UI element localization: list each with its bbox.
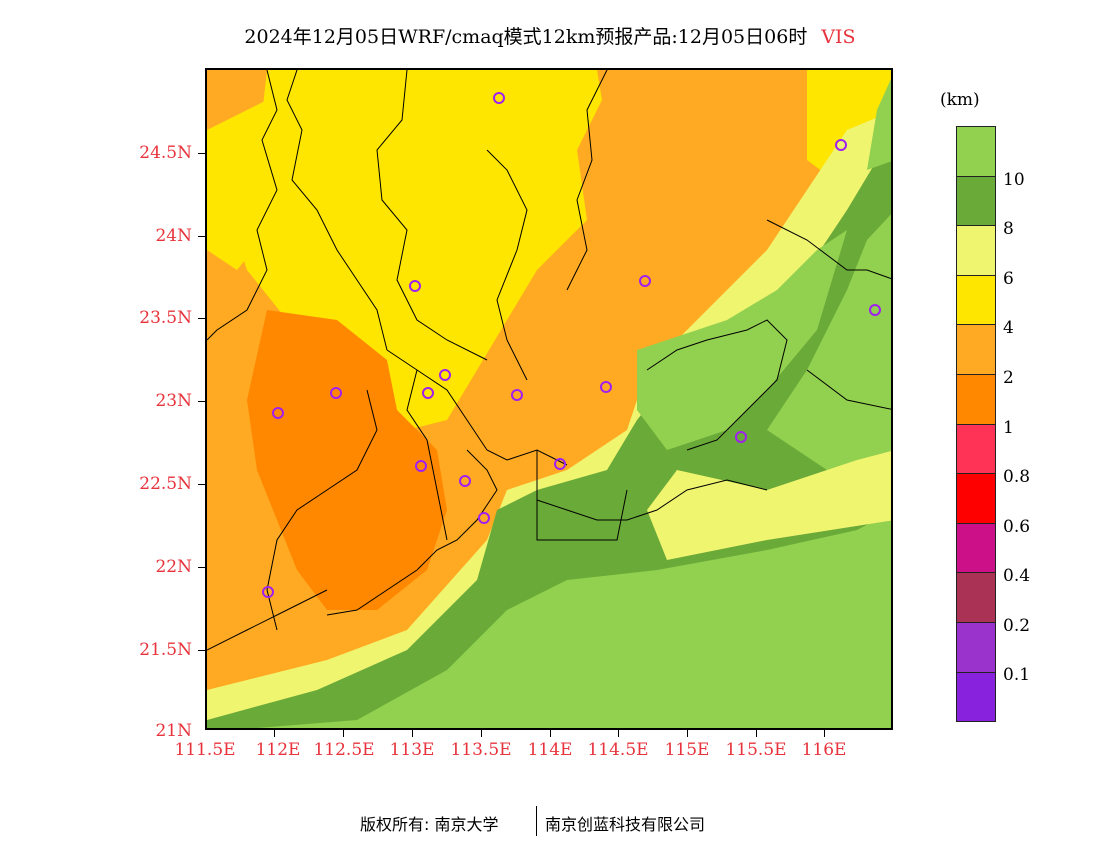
lon-tick: [343, 730, 344, 737]
lat-label: 24.5N: [139, 143, 192, 163]
legend-label: 0.1: [1003, 665, 1031, 685]
lon-tick: [412, 730, 413, 737]
legend-label: 4: [1003, 318, 1014, 338]
lon-label: 113E: [389, 740, 435, 760]
lon-label: 114.5E: [587, 740, 649, 760]
station-marker: [439, 369, 451, 381]
lat-tick: [198, 484, 205, 485]
lon-tick: [481, 730, 482, 737]
legend-label: 10: [1003, 170, 1025, 190]
station-marker: [511, 389, 523, 401]
lat-tick: [198, 650, 205, 651]
legend-swatch: [957, 474, 995, 524]
station-marker: [415, 460, 427, 472]
lat-label: 23.5N: [139, 308, 192, 328]
legend-swatch: [957, 275, 995, 326]
visibility-map: [205, 68, 893, 730]
visibility-field: [207, 70, 891, 728]
vis-zone-4-6-west: [207, 100, 297, 270]
title-variable: VIS: [821, 26, 856, 48]
title-main: 2024年12月05日WRF/cmaq模式12km预报产品:12月05日06时: [244, 26, 808, 48]
lat-label: 22N: [155, 557, 192, 577]
station-marker: [639, 275, 651, 287]
legend-swatch: [957, 672, 995, 723]
legend-label: 8: [1003, 219, 1014, 239]
legend-label: 0.4: [1003, 566, 1031, 586]
station-marker: [422, 387, 434, 399]
station-marker: [409, 280, 421, 292]
vis-zone-1-2: [247, 310, 447, 610]
lon-tick: [687, 730, 688, 737]
copyright-right: 南京创蓝科技有限公司: [545, 815, 706, 834]
lon-tick: [618, 730, 619, 737]
footer-separator: [536, 806, 537, 836]
station-marker: [554, 458, 566, 470]
vis-zone-10-plus-land: [637, 230, 847, 450]
station-marker: [478, 512, 490, 524]
station-marker: [272, 407, 284, 419]
lon-label: 113.5E: [450, 740, 512, 760]
legend-label: 0.6: [1003, 517, 1031, 537]
color-legend: [956, 126, 996, 723]
legend-label: 6: [1003, 269, 1014, 289]
lat-tick: [198, 567, 205, 568]
lon-label: 115E: [664, 740, 710, 760]
lon-tick: [274, 730, 275, 737]
lon-label: 111.5E: [174, 740, 236, 760]
legend-swatch: [957, 176, 995, 227]
legend-swatch: [957, 325, 995, 375]
lon-tick: [550, 730, 551, 737]
legend-swatch: [957, 424, 995, 475]
vis-zone-10-plus-ne: [867, 78, 891, 170]
map-title: 2024年12月05日WRF/cmaq模式12km预报产品:12月05日06时 V…: [0, 22, 1100, 49]
copyright-left: 版权所有: 南京大学: [360, 815, 499, 834]
lon-label: 112.5E: [313, 740, 375, 760]
lat-label: 22.5N: [139, 474, 192, 494]
lat-label: 23N: [155, 391, 192, 411]
lon-tick: [824, 730, 825, 737]
legend-swatch: [957, 523, 995, 574]
legend-unit: (km): [940, 90, 980, 110]
legend-label: 0.8: [1003, 467, 1031, 487]
lon-label: 115.5E: [725, 740, 787, 760]
lat-tick: [198, 401, 205, 402]
admin-boundaries: [207, 70, 891, 651]
legend-swatch: [957, 374, 995, 425]
legend-swatch: [957, 127, 995, 177]
station-marker: [735, 431, 747, 443]
vis-zone-6-8-inland: [647, 451, 891, 560]
vis-zone-10-plus: [257, 214, 891, 728]
station-marker: [835, 139, 847, 151]
lat-tick: [198, 318, 205, 319]
lat-label: 24N: [155, 226, 192, 246]
lat-tick: [198, 236, 205, 237]
legend-label: 0.2: [1003, 616, 1031, 636]
lon-tick: [756, 730, 757, 737]
lat-label: 21.5N: [139, 640, 192, 660]
legend-swatch: [957, 226, 995, 276]
station-marker: [869, 304, 881, 316]
lon-label: 112E: [255, 740, 301, 760]
lat-tick: [198, 153, 205, 154]
legend-swatch: [957, 573, 995, 623]
lon-label: 114E: [527, 740, 573, 760]
legend-swatch: [957, 622, 995, 673]
lon-label: 116E: [801, 740, 847, 760]
station-marker: [493, 92, 505, 104]
legend-label: 1: [1003, 418, 1014, 438]
station-markers: [262, 92, 881, 598]
station-marker: [600, 381, 612, 393]
lat-label: 21N: [155, 721, 192, 741]
legend-label: 2: [1003, 368, 1014, 388]
station-marker: [330, 387, 342, 399]
station-marker: [459, 475, 471, 487]
station-marker: [262, 586, 274, 598]
